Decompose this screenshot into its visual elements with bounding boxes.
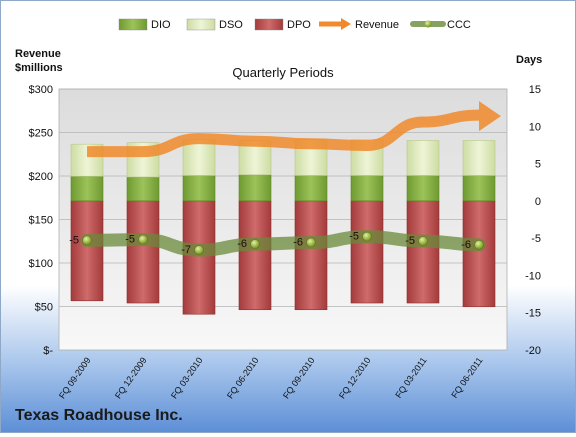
legend-label-dso: DSO (219, 19, 243, 31)
right-tick-label: -20 (525, 345, 541, 357)
left-tick-label: $150 (29, 215, 53, 227)
dio-bar (70, 175, 104, 202)
right-tick-label: -15 (525, 308, 541, 320)
dpo-bar (126, 200, 160, 304)
left-tick-label: $- (43, 345, 53, 357)
category-tick-label: FQ 12-2010 (337, 355, 373, 400)
ccc-data-label: -5 (349, 231, 359, 243)
category-tick-label: FQ 12-2009 (113, 355, 149, 400)
dso-bar (406, 140, 440, 176)
ccc-line (80, 230, 486, 257)
ccc-data-label: -5 (405, 235, 415, 247)
category-tick-label: FQ 03-2010 (169, 355, 205, 400)
category-tick-label: FQ 09-2009 (57, 355, 93, 400)
legend-ccc-marker (424, 20, 432, 28)
ccc-data-label: -6 (461, 239, 471, 251)
ccc-marker (82, 235, 92, 246)
ccc-marker (306, 237, 316, 248)
left-tick-label: $50 (35, 302, 53, 314)
ccc-data-label: -7 (181, 244, 191, 256)
category-tick-label: FQ 06-2011 (449, 355, 484, 400)
legend-dio-swatch (118, 18, 148, 31)
right-tick-label: 5 (535, 159, 541, 171)
dio-bar (238, 174, 272, 202)
dio-bar (350, 175, 384, 202)
dpo-bar (294, 200, 328, 311)
ccc-marker (250, 239, 260, 249)
dio-bar (294, 175, 328, 202)
ccc-marker (138, 234, 148, 245)
company-name: Texas Roadhouse Inc. (15, 407, 183, 424)
bar-series (70, 139, 496, 315)
left-axis-title-line2: $millions (15, 62, 63, 74)
legend-revenue-arrow (341, 18, 351, 30)
dio-bar (406, 175, 440, 202)
left-tick-label: $250 (29, 128, 53, 140)
revenue-series (86, 101, 501, 158)
category-tick-label: FQ 03-2011 (393, 355, 428, 400)
dpo-bar (182, 200, 216, 315)
ccc-marker (418, 236, 428, 246)
ccc-data-label: -5 (69, 234, 79, 246)
left-tick-label: $200 (29, 171, 53, 183)
left-tick-label: $300 (29, 84, 53, 96)
dpo-bar (238, 200, 272, 311)
dpo-bar (406, 200, 440, 304)
chart-subtitle: Quarterly Periods (232, 65, 334, 80)
right-tick-label: -10 (525, 270, 541, 282)
right-tick-label: 15 (529, 84, 541, 96)
dio-bar (462, 175, 496, 202)
revenue-line (86, 109, 480, 158)
left-tick-label: $100 (29, 258, 53, 270)
dio-bar (126, 176, 160, 202)
ccc-data-label: -6 (237, 238, 247, 250)
right-axis-title: Days (516, 54, 542, 66)
left-axis-title-line1: Revenue (15, 48, 61, 60)
dio-bar (182, 175, 216, 202)
ccc-data-label: -6 (293, 237, 303, 249)
legend-dso-swatch (186, 18, 216, 31)
legend-dpo-swatch (254, 18, 284, 31)
category-tick-label: FQ 06-2010 (225, 355, 261, 400)
legend-label-dio: DIO (151, 19, 171, 31)
ccc-marker (194, 245, 204, 255)
ccc-marker (474, 240, 484, 250)
ccc-marker (362, 231, 372, 242)
dso-bar (462, 140, 496, 176)
category-tick-label: FQ 09-2010 (281, 355, 317, 400)
revenue-arrowhead (479, 101, 501, 132)
legend-label-revenue: Revenue (355, 19, 399, 31)
dso-bar (182, 139, 216, 176)
right-tick-label: -5 (531, 233, 541, 245)
legend: DIO DSO DPO Revenue CCC (118, 18, 471, 31)
right-tick-label: 0 (535, 196, 541, 208)
ccc-data-label: -5 (125, 234, 135, 246)
dpo-bar (462, 200, 496, 308)
legend-label-ccc: CCC (447, 19, 471, 31)
legend-label-dpo: DPO (287, 19, 311, 31)
dpo-bar (70, 200, 104, 302)
dpo-bar (350, 200, 384, 304)
ccc-series: -5 -5 -7 -6 -6 -5 -5 -6 (69, 230, 486, 257)
right-tick-label: 10 (529, 121, 541, 133)
